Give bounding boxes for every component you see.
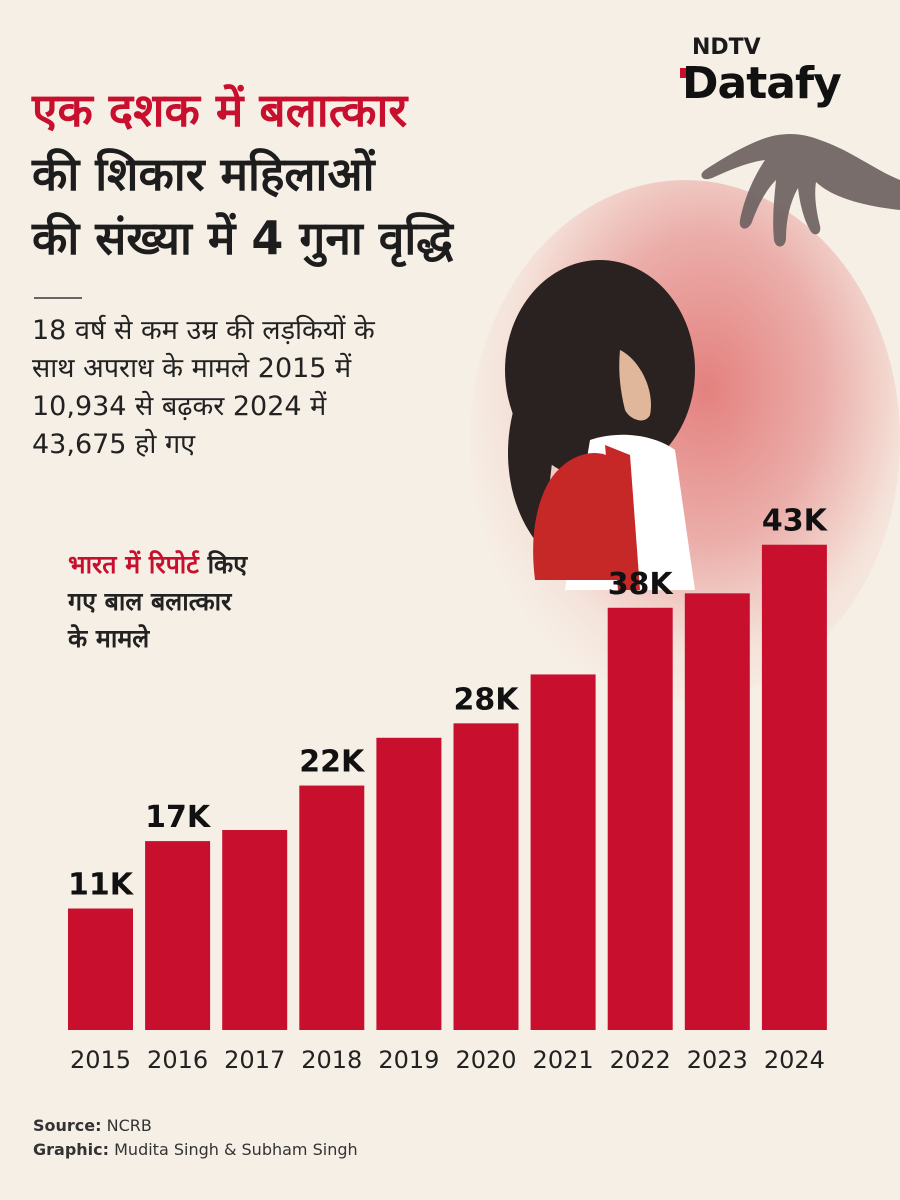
- tick-label-2021: 2021: [533, 1046, 594, 1074]
- bar-2019: [376, 737, 442, 1030]
- headline-line3: की संख्या में 4 गुना वृद्धि: [32, 211, 454, 265]
- bar-2018: [299, 785, 365, 1030]
- tick-label-2022: 2022: [610, 1046, 671, 1074]
- chart-label: भारत में रिपोर्ट किए गए बाल बलात्कार के …: [68, 546, 348, 657]
- chart-label-line3: के मामले: [68, 624, 150, 653]
- tick-label-2020: 2020: [455, 1046, 516, 1074]
- tick-label-2015: 2015: [70, 1046, 131, 1074]
- chart-label-red: भारत में रिपोर्ट: [68, 550, 199, 579]
- headline-line2: की शिकार महिलाओं: [32, 147, 375, 201]
- bar-2023: [684, 593, 750, 1030]
- brand-datafy: Datafy: [682, 58, 842, 109]
- source-value: NCRB: [106, 1116, 152, 1135]
- bar-2022: [607, 607, 673, 1030]
- chart-label-line2: गए बाल बलात्कार: [68, 587, 232, 616]
- graphic-label: Graphic:: [33, 1140, 110, 1159]
- bar-2024: [761, 544, 827, 1030]
- chart-label-rest: किए: [198, 550, 248, 579]
- subtitle-line1: 18 वर्ष से कम उम्र की लड़कियों के: [32, 315, 375, 346]
- data-label-2024: 43K: [762, 504, 829, 539]
- tick-label-2023: 2023: [687, 1046, 748, 1074]
- hand-illustration: [701, 134, 900, 247]
- bar-2017: [222, 830, 288, 1030]
- data-label-2016: 17K: [145, 800, 212, 835]
- tick-label-2019: 2019: [378, 1046, 439, 1074]
- graphic-value: Mudita Singh & Subham Singh: [114, 1140, 358, 1159]
- bar-2021: [530, 674, 596, 1030]
- chart-label-line1: भारत में रिपोर्ट किए: [68, 546, 348, 583]
- bar-2020: [453, 723, 519, 1030]
- data-label-2015: 11K: [68, 868, 135, 903]
- source-line: Source: NCRB: [33, 1114, 358, 1138]
- tick-label-2024: 2024: [764, 1046, 825, 1074]
- data-label-2022: 38K: [608, 567, 675, 602]
- brand-mark-icon: [680, 68, 690, 78]
- bar-2016: [145, 841, 211, 1030]
- data-label-2018: 22K: [299, 745, 366, 780]
- girl-illustration: [505, 260, 695, 590]
- subtitle: 18 वर्ष से कम उम्र की लड़कियों के साथ अप…: [32, 312, 502, 464]
- bar-2015: [68, 908, 133, 1030]
- subtitle-line3: 10,934 से बढ़कर 2024 में: [32, 391, 327, 422]
- graphic-line: Graphic: Mudita Singh & Subham Singh: [33, 1138, 358, 1162]
- divider: [34, 297, 82, 299]
- brand-ndtv: NDTV: [692, 35, 761, 60]
- data-label-2020: 28K: [454, 682, 521, 717]
- subtitle-line4: 43,675 हो गए: [32, 429, 196, 460]
- brand-top-text: NDTV: [692, 35, 761, 60]
- source-label: Source:: [33, 1116, 102, 1135]
- headline: एक दशक में बलात्कार की शिकार महिलाओं की …: [32, 78, 672, 270]
- footer: Source: NCRB Graphic: Mudita Singh & Sub…: [33, 1114, 358, 1162]
- headline-line1: एक दशक में बलात्कार: [32, 83, 408, 137]
- brand-bottom-text: Datafy: [682, 58, 842, 109]
- subtitle-line2: साथ अपराध के मामले 2015 में: [32, 353, 352, 384]
- tick-label-2017: 2017: [224, 1046, 285, 1074]
- tick-label-2016: 2016: [147, 1046, 208, 1074]
- tick-label-2018: 2018: [301, 1046, 362, 1074]
